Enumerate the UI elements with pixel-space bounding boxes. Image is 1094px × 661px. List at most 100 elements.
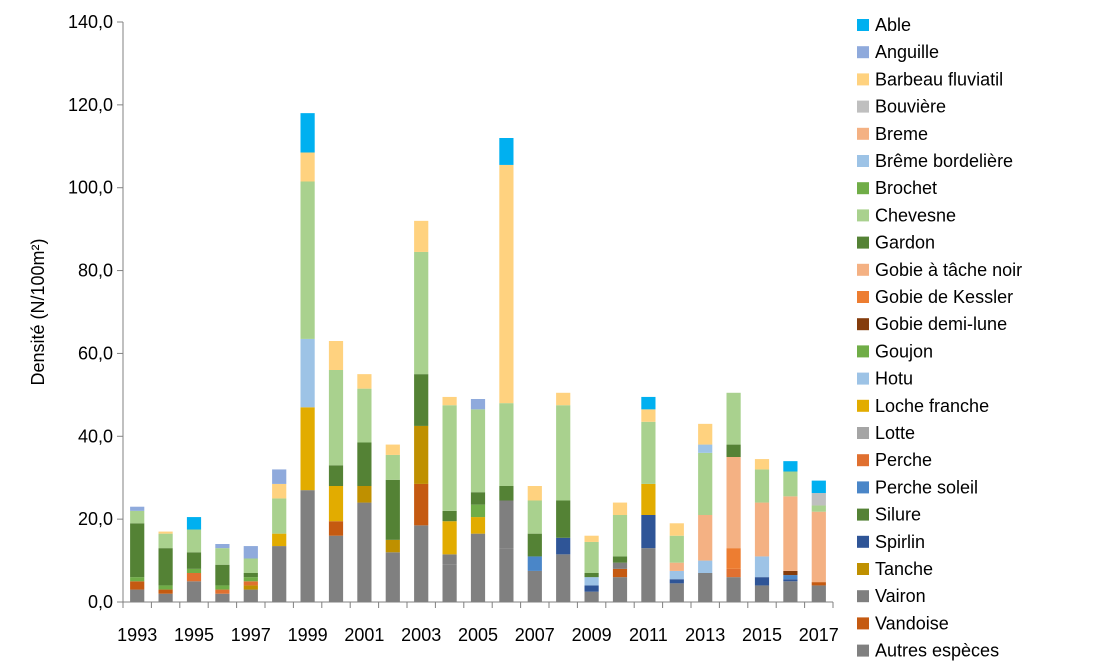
bar-segment: [442, 510, 457, 522]
bar-segment: [158, 585, 173, 590]
bar-segment: [414, 525, 429, 602]
bar-segment: [385, 539, 400, 553]
bar-segment: [783, 461, 798, 472]
bar-segment: [357, 442, 372, 486]
legend-label: Silure: [875, 505, 921, 525]
bar-segment: [499, 548, 514, 602]
bar-segment: [754, 469, 770, 503]
legend-label: Brochet: [875, 178, 937, 198]
legend-swatch: [857, 535, 869, 548]
bar-segment: [357, 388, 372, 443]
legend-label: Gobie à tâche noir: [875, 260, 1022, 280]
bar-segment: [158, 548, 173, 586]
bar-segment: [442, 564, 457, 602]
legend-label: Brême bordelière: [875, 151, 1013, 171]
legend-label: Gobie de Kessler: [875, 287, 1013, 307]
legend-swatch: [857, 291, 869, 303]
bar-segment: [584, 591, 599, 602]
bar-segment: [556, 392, 571, 406]
bar-segment: [783, 570, 798, 576]
y-tick-label: 40,0: [78, 426, 113, 446]
bar-segment: [556, 500, 571, 538]
legend-label: Perche soleil: [875, 477, 978, 497]
bar-segment: [584, 535, 599, 542]
x-axis: 1993 1995 1997 1999 2001 2003 2005 2007 2009 2011…: [117, 601, 839, 645]
bar-segment: [811, 585, 826, 602]
bar-segment: [584, 585, 599, 592]
bar-segment: [243, 577, 258, 582]
bar-segment: [754, 459, 770, 470]
bar-segment: [641, 421, 656, 484]
legend-swatch: [857, 100, 869, 113]
bar-segment: [215, 564, 230, 586]
bar-segment: [300, 490, 315, 602]
bar-segment: [470, 533, 486, 602]
legend-label: Lotte: [875, 423, 915, 443]
bar-segment: [726, 577, 741, 602]
bar-segment: [328, 370, 344, 466]
bar-segment: [442, 521, 457, 555]
legend-label: Barbeau fluviatil: [875, 69, 1003, 89]
bar-segment: [328, 486, 344, 522]
bar-segment: [726, 457, 741, 549]
bar-segment: [186, 552, 202, 569]
legend-label: Spirlin: [875, 532, 925, 552]
y-axis-title: Densité (N/100m²): [28, 238, 48, 385]
bar-segment: [698, 452, 713, 515]
bar-segment: [414, 425, 429, 484]
bar-segment: [783, 496, 798, 571]
bar-segment: [612, 502, 628, 515]
bar-segment: [584, 541, 599, 573]
legend-label: Autres espèces: [875, 641, 999, 661]
legend-swatch: [857, 236, 869, 249]
bar-segment: [669, 535, 684, 563]
legend-label: Perche: [875, 450, 932, 470]
legend-swatch: [857, 318, 869, 331]
y-tick-label: 100,0: [68, 178, 113, 198]
bar-segment: [186, 529, 202, 553]
bar-segment: [584, 577, 599, 586]
legend-swatch: [857, 508, 869, 521]
bar-segment: [130, 577, 145, 582]
y-tick-label: 140,0: [68, 12, 113, 32]
bar-segment: [811, 582, 826, 586]
bar-segment: [158, 531, 173, 534]
bar-segment: [243, 558, 258, 573]
legend-swatch: [857, 644, 869, 657]
legend-label: Gobie demi-lune: [875, 314, 1007, 334]
x-tick-label: 2001: [344, 625, 384, 645]
bar-segment: [130, 523, 145, 578]
bar-segment: [385, 479, 400, 540]
legend-label: Vairon: [875, 586, 926, 606]
bar-segment: [726, 568, 741, 578]
bar-segment: [442, 396, 457, 406]
bar-segment: [215, 544, 230, 549]
legend-swatch: [857, 345, 869, 358]
x-tick-label: 2003: [401, 625, 441, 645]
bar-segment: [470, 517, 486, 534]
legend-swatch: [857, 481, 869, 494]
legend-swatch: [857, 155, 869, 167]
bar-segment: [527, 500, 542, 534]
bar-segment: [215, 589, 230, 594]
x-tick-label: 2007: [515, 625, 555, 645]
bar-segment: [499, 500, 514, 549]
legend-label: Able: [875, 15, 911, 35]
x-tick-label: 2015: [742, 625, 782, 645]
bar-segment: [811, 511, 826, 583]
bar-segment: [811, 505, 826, 512]
bar-segment: [300, 407, 315, 491]
bar-segment: [272, 498, 287, 534]
bar-segment: [556, 537, 571, 555]
bar-segment: [215, 593, 230, 602]
bar-segment: [158, 593, 173, 602]
legend-label: Bouvière: [875, 97, 946, 117]
bar-segment: [328, 341, 344, 370]
bar-segment: [783, 471, 798, 497]
bar-segment: [300, 338, 315, 408]
legend-label: Chevesne: [875, 205, 956, 225]
bar-segment: [328, 535, 344, 602]
bar-segment: [669, 583, 684, 602]
x-tick-label: 2009: [572, 625, 612, 645]
